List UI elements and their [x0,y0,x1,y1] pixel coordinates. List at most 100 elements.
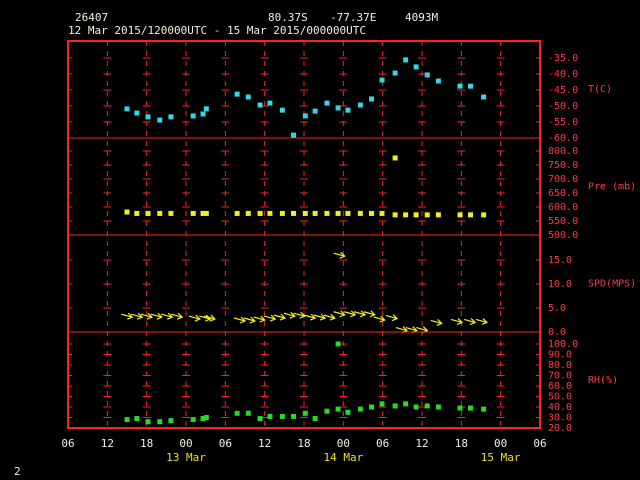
wind-arrow [450,318,464,325]
data-point [257,102,263,108]
data-point [413,404,419,410]
arrow-shaft [385,315,398,320]
data-point [200,210,206,216]
data-point [190,113,196,119]
y-tick-label: 700.0 [548,174,578,185]
data-point [145,114,151,120]
data-point [267,210,273,216]
x-tick-label: 00 [494,437,507,450]
arrow-shaft [243,317,256,322]
wind-arrow [273,313,287,321]
arrow-head [156,312,163,320]
data-point [468,212,474,218]
arrow-shaft [373,316,385,321]
y-tick-label: 10.0 [548,279,572,290]
data-point [145,419,151,425]
y-tick-label: 50.0 [548,391,572,402]
data-point [157,117,163,123]
y-tick-label: 80.0 [548,360,572,371]
data-point [168,210,174,216]
data-point [312,108,318,114]
data-point [335,406,341,412]
data-point [157,210,163,216]
y-tick-label: -40.0 [548,69,578,80]
data-point [468,83,474,89]
data-point [403,401,409,407]
data-point [357,406,363,412]
y-tick-label: 15.0 [548,255,572,266]
date-label: 13 Mar [166,451,206,464]
data-point [134,110,140,116]
wind-arrow [199,314,212,322]
arrow-shaft [333,311,345,316]
wind-arrow [363,310,376,318]
data-point [291,132,297,138]
arrow-shaft [463,318,476,324]
data-point [392,212,398,218]
frame [67,40,541,429]
arrow-head [299,311,306,319]
wind-arrow [475,318,489,325]
wind-arrow [130,312,144,320]
wind-arrow [264,314,277,322]
y-tick-label: 550.0 [548,216,578,227]
arrow-head [309,313,317,321]
wind-arrow [203,314,216,322]
y-tick-label: 20.0 [548,423,572,434]
arrow-shaft [170,313,183,318]
data-point [435,78,441,84]
arrow-shaft [304,314,316,319]
arrow-shaft [150,313,162,318]
arrow-shaft [430,319,442,324]
x-tick-label: 06 [61,437,74,450]
arrow-head [436,318,443,326]
data-point [369,210,375,216]
arrow-shaft [130,313,143,318]
x-tick-label: 12 [415,437,428,450]
data-point [335,341,341,347]
arrow-shaft [363,311,375,316]
data-point [424,72,430,78]
arrow-head [136,312,144,320]
data-point [424,403,430,409]
data-point [424,212,430,218]
wind-arrow [188,314,201,322]
arrow-shaft [323,314,336,319]
data-point [190,417,196,423]
y-tick-label: 650.0 [548,188,578,199]
data-point [345,409,351,415]
data-point [279,413,285,419]
data-point [134,416,140,422]
y-tick-label: 750.0 [548,160,578,171]
arrow-head [456,318,464,325]
data-point [234,91,240,97]
data-point [379,77,385,83]
y-tick-label: 600.0 [548,202,578,213]
arrow-head [209,314,216,322]
wind-arrow [233,316,247,324]
axis-label: RH(%) [588,375,618,386]
y-tick-label: 0.0 [548,327,566,338]
data-point [413,212,419,218]
data-point [168,418,174,424]
wind-arrow [243,316,256,324]
wind-arrow [140,312,154,320]
wind-arrow [121,312,134,320]
elevation: 4093M [405,11,438,24]
axis-label: T(C) [588,84,612,95]
arrow-head [239,316,247,324]
x-tick-label: 06 [376,437,389,450]
data-point [345,210,351,216]
arrow-head [481,318,489,325]
wind-arrow [283,311,296,319]
arrow-shaft [344,311,356,316]
arrow-shaft [293,312,305,317]
y-tick-label: 500.0 [548,230,578,241]
data-point [457,212,463,218]
arrow-head [176,312,184,320]
data-point [345,107,351,113]
data-point [157,419,163,425]
wind-arrow [344,310,357,318]
longitude: -77.37E [330,11,376,24]
arrow-head [339,310,346,318]
